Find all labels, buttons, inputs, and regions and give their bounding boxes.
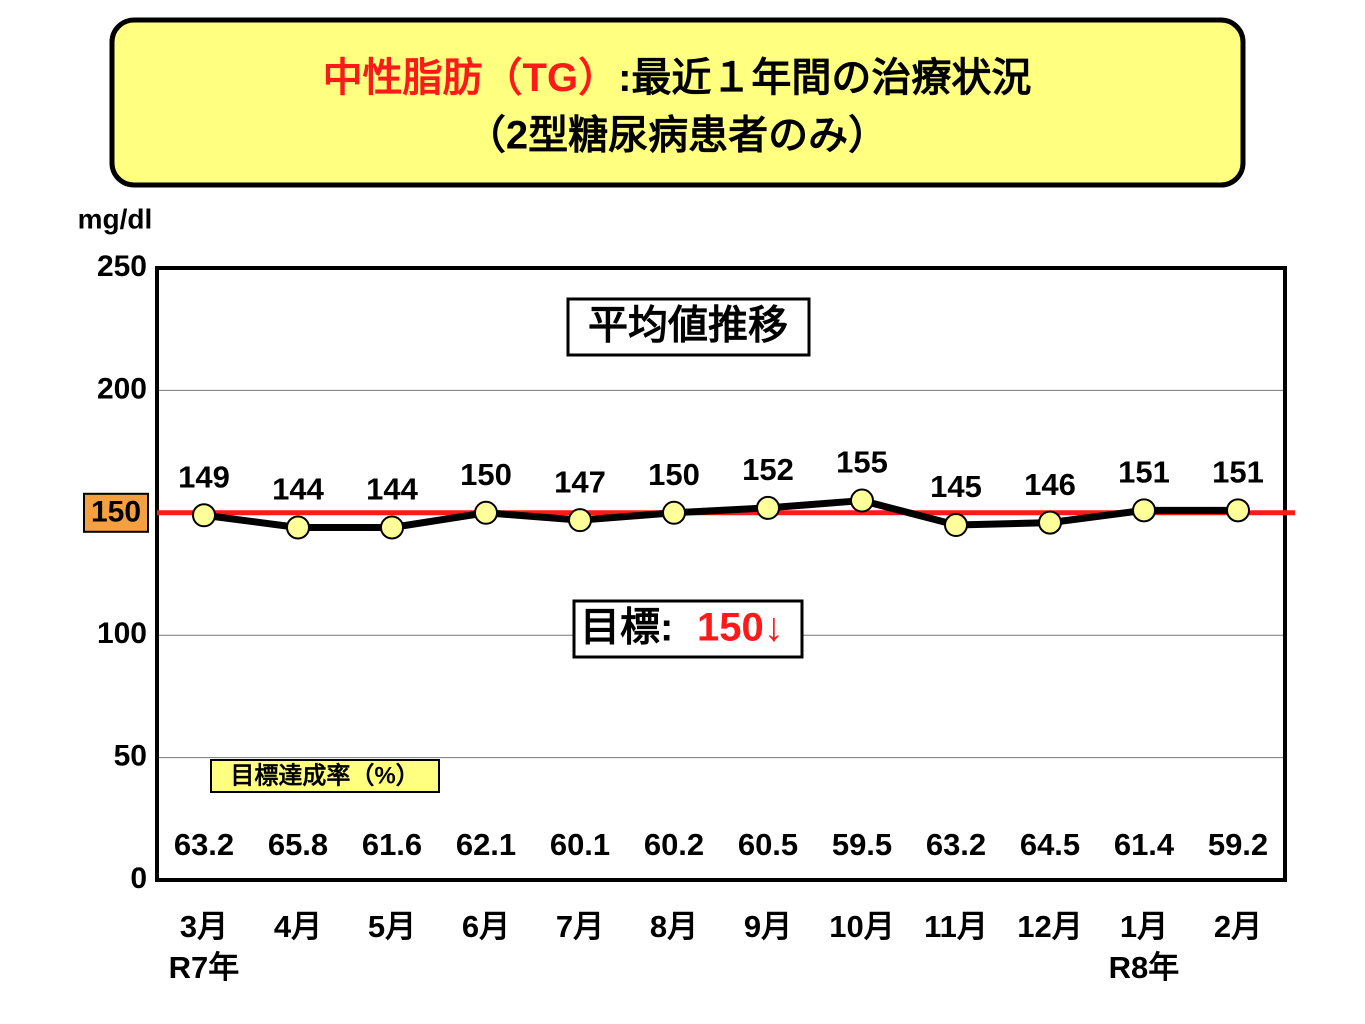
value-label: 144 <box>272 472 324 507</box>
y-tick-label: 0 <box>130 862 147 895</box>
title-rest: :最近１年間の治療状況 <box>618 56 1031 100</box>
x-tick-label: 1月 <box>1120 909 1168 944</box>
chart-title: 中性脂肪（TG）:最近１年間の治療状況 <box>323 56 1032 100</box>
rate-label: 64.5 <box>1020 827 1080 862</box>
x-tick-label: 11月 <box>924 909 988 944</box>
target-text: 目標: <box>580 606 673 650</box>
value-label: 152 <box>742 452 794 487</box>
target-tick-box <box>83 492 149 533</box>
target-box <box>572 599 804 659</box>
point <box>756 495 780 520</box>
rate-title: 目標達成率（%） <box>230 761 419 789</box>
rate-label: 65.8 <box>268 827 328 862</box>
x-tick-label: 4月 <box>274 909 322 944</box>
value-label: 147 <box>554 464 606 499</box>
value-label: 146 <box>1024 467 1076 502</box>
value-label: 151 <box>1212 455 1264 490</box>
value-label: 151 <box>1118 455 1170 490</box>
value-label: 155 <box>836 445 888 480</box>
target-tick-label: 150 <box>91 496 141 529</box>
x-tick-label: 7月 <box>556 909 604 944</box>
plot-frame <box>155 266 1287 882</box>
point <box>192 503 216 528</box>
y-tick-label: 250 <box>97 250 147 283</box>
panel-label-box <box>566 297 811 357</box>
x-tick-label: 6月 <box>462 909 510 944</box>
point <box>944 513 968 538</box>
rate-label: 59.5 <box>832 827 892 862</box>
point <box>1132 498 1156 523</box>
year-label: R7年 <box>169 950 240 985</box>
rate-label: 63.2 <box>174 827 234 862</box>
title-box <box>109 17 1246 188</box>
series-line <box>203 497 1238 531</box>
rate-label: 59.2 <box>1208 827 1268 862</box>
point <box>474 500 498 525</box>
value-label: 149 <box>178 459 230 494</box>
rate-title-box <box>210 759 440 793</box>
target-value-label: 150↓ <box>697 606 784 650</box>
x-tick-label: 10月 <box>829 909 894 944</box>
rate-label: 62.1 <box>456 827 516 862</box>
value-label: 150 <box>460 457 512 492</box>
point <box>850 488 874 513</box>
rate-label: 61.6 <box>362 827 422 862</box>
y-unit: mg/dl <box>78 203 153 234</box>
point <box>1226 498 1250 523</box>
value-label: 144 <box>366 472 418 507</box>
year-label: R8年 <box>1109 950 1180 985</box>
rate-label: 60.2 <box>644 827 704 862</box>
point <box>662 500 686 525</box>
point <box>1038 510 1062 535</box>
rate-label: 61.4 <box>1114 827 1175 862</box>
x-tick-label: 5月 <box>368 909 416 944</box>
y-tick-label: 100 <box>97 617 147 650</box>
value-label: 150 <box>648 457 700 492</box>
rate-label: 63.2 <box>926 827 986 862</box>
value-label: 145 <box>930 469 982 504</box>
point <box>286 515 310 540</box>
point <box>380 515 404 540</box>
panel-label: 平均値推移 <box>588 304 788 348</box>
rate-label: 60.1 <box>550 827 610 862</box>
title-red: 中性脂肪（TG） <box>323 56 619 100</box>
y-tick-label: 200 <box>97 372 147 405</box>
rate-label: 60.5 <box>738 827 798 862</box>
x-tick-label: 3月 <box>180 909 228 944</box>
y-tick-label: 50 <box>114 740 147 773</box>
x-tick-label: 8月 <box>650 909 698 944</box>
x-tick-label: 12月 <box>1017 909 1082 944</box>
point <box>568 508 592 533</box>
chart-subtitle: （2型糖尿病患者のみ） <box>466 114 888 158</box>
x-tick-label: 2月 <box>1214 909 1262 944</box>
x-tick-label: 9月 <box>744 909 792 944</box>
